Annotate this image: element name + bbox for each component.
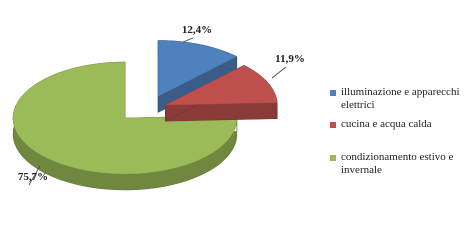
legend-swatch [330, 155, 336, 161]
legend-label: illuminazione e apparecchi elettrici [341, 86, 460, 111]
legend-item: condizionamento estivo e invernale [330, 151, 470, 177]
slice [157, 40, 238, 97]
data-label: 11,9% [275, 53, 305, 65]
slice [165, 65, 278, 106]
legend-label: condizionamento estivo e invernale [341, 151, 454, 176]
leader-line [271, 66, 287, 79]
legend-swatch [330, 90, 336, 96]
leader-line [28, 165, 41, 186]
data-label: 75,7% [18, 171, 48, 183]
legend-item: illuminazione e apparecchi elettrici [330, 86, 470, 112]
slice [12, 61, 238, 175]
legend-label: cucina e acqua calda [341, 118, 432, 130]
legend-swatch [330, 122, 336, 128]
legend-item: cucina e acqua calda [330, 118, 470, 131]
data-label: 12,4% [182, 24, 212, 36]
leader-line [182, 37, 194, 43]
chart: {"chart_data": {"type": "pie", "categori… [12, 24, 470, 191]
plot: 12,4% 11,9% 75,7% [12, 24, 305, 191]
